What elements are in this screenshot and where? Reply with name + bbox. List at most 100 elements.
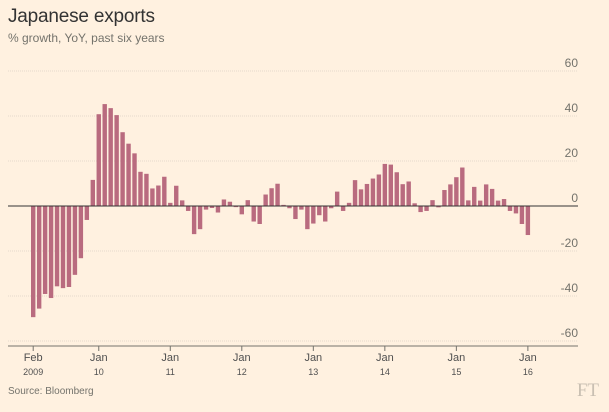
bar [466, 200, 471, 207]
bar [263, 194, 268, 206]
bar [108, 108, 113, 207]
bar [227, 201, 233, 206]
bar [370, 178, 376, 206]
chart-subtitle: % growth, YoY, past six years [8, 31, 165, 45]
x-tick-label: Feb [24, 352, 43, 364]
bar [168, 202, 173, 206]
bar [513, 206, 519, 214]
bar [144, 173, 149, 206]
bar [31, 206, 36, 318]
bar [364, 183, 370, 206]
bar [126, 143, 131, 206]
x-tick-label: Jan [233, 352, 251, 364]
bar [495, 200, 501, 206]
y-tick-label: 0 [571, 191, 578, 205]
bar [507, 206, 513, 211]
bar [185, 206, 191, 211]
ft-logo: FT [576, 380, 599, 401]
bar [132, 153, 137, 206]
bar [191, 206, 197, 235]
bar [293, 206, 298, 220]
bar [78, 206, 84, 259]
bar [430, 200, 435, 206]
bar [203, 206, 209, 210]
bar [329, 206, 334, 209]
y-tick-label: 40 [565, 101, 579, 115]
source-note: Source: Bloomberg [8, 386, 94, 397]
x-tick-year: 11 [166, 367, 175, 377]
bar [197, 206, 203, 230]
bar [418, 206, 423, 213]
bar [180, 200, 185, 207]
x-tick-year: 13 [308, 367, 318, 377]
bar [305, 206, 310, 230]
bar [96, 114, 101, 206]
x-tick-year: 14 [380, 367, 390, 377]
bar [519, 206, 525, 224]
bar [382, 163, 388, 206]
y-tick-label: -40 [561, 281, 579, 295]
bar [72, 206, 78, 275]
bar [376, 174, 382, 206]
bar [442, 190, 447, 206]
x-tick-label: Jan [304, 352, 322, 364]
bar [311, 206, 316, 224]
bar [162, 176, 167, 206]
y-tick-label: 60 [565, 56, 579, 70]
bar [209, 206, 215, 209]
bar [156, 185, 161, 206]
y-tick-label: -60 [561, 326, 579, 340]
y-axis-ticks: -60 -40 -20 0 20 40 60 [561, 56, 579, 340]
bar [251, 206, 256, 222]
x-tick-label: Jan [447, 352, 465, 364]
bar [287, 206, 292, 209]
bar [501, 199, 507, 206]
bar [84, 206, 90, 220]
bar [102, 104, 107, 206]
x-tick-label: Jan [519, 352, 537, 364]
bar [412, 203, 417, 206]
bar [215, 206, 221, 213]
bar [114, 115, 119, 206]
bar [340, 206, 346, 211]
bar [454, 177, 459, 206]
bar [299, 206, 304, 210]
bar [472, 186, 477, 207]
bar [60, 206, 66, 289]
x-tick-year: 15 [451, 367, 461, 377]
bar [221, 199, 227, 206]
bar [388, 164, 393, 206]
y-tick-label: 20 [565, 146, 579, 160]
bar [150, 188, 155, 206]
bar [394, 172, 399, 206]
bar [334, 191, 340, 206]
bar [66, 206, 72, 287]
bar [120, 132, 125, 206]
bar [245, 200, 250, 206]
bar [90, 179, 95, 206]
x-tick-label: Jan [161, 352, 179, 364]
bar [436, 206, 441, 208]
x-tick-year: 2009 [23, 367, 43, 377]
bar [406, 181, 411, 206]
chart-title: Japanese exports [8, 6, 155, 27]
y-tick-label: -20 [561, 236, 579, 250]
bar [525, 206, 531, 236]
x-tick-label: Jan [376, 352, 394, 364]
bar [346, 202, 352, 206]
bar [48, 206, 54, 299]
bar [275, 183, 280, 206]
bar [42, 206, 48, 294]
bars [31, 104, 531, 318]
x-tick-label: Jan [90, 352, 108, 364]
x-axis-ticks: Feb 2009 Jan 10 Jan 11 Jan 12 Jan 13 Jan 14 Jan 15 Jan… [8, 345, 578, 377]
bar [281, 204, 286, 207]
bar [36, 206, 42, 309]
bar [478, 200, 483, 206]
bar [448, 184, 453, 206]
bar [269, 188, 274, 206]
bar [460, 167, 465, 206]
bar [257, 206, 262, 224]
bar [358, 189, 364, 206]
